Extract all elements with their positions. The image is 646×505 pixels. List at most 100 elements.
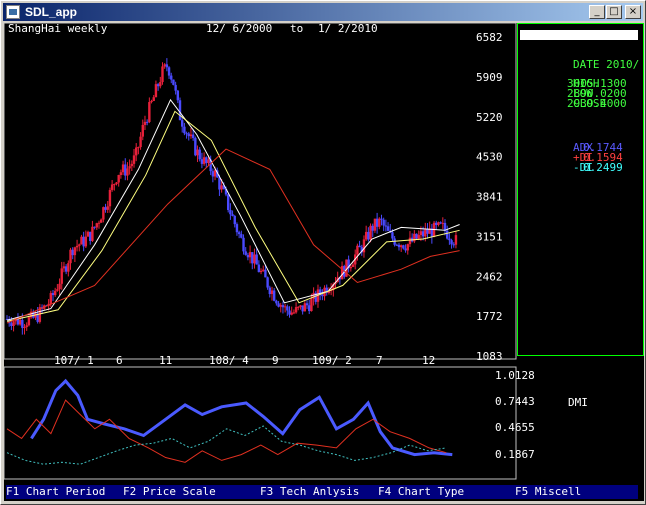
candle-body <box>58 283 61 290</box>
candle-body <box>187 133 190 137</box>
candle-body <box>137 147 140 149</box>
candle-body <box>439 222 442 224</box>
candle-body <box>104 207 107 210</box>
candle-body <box>91 226 94 241</box>
adx-row: ADX 0.1744 <box>520 131 623 164</box>
candle-body <box>235 224 239 233</box>
candle-body <box>248 252 252 258</box>
candle-body <box>226 194 230 210</box>
chart-screen[interactable]: ShangHai weekly 12/ 6/2000 to 1/ 2/2010 … <box>4 23 646 501</box>
x-tick-label: 6 <box>116 354 123 367</box>
chart-end-date: 1/ 2/2010 <box>318 23 378 35</box>
x-tick-label: 109/ 2 <box>312 354 352 367</box>
candle-body <box>21 319 24 328</box>
candle-body <box>25 325 28 328</box>
candle-body <box>71 249 74 256</box>
candle-body <box>183 126 186 134</box>
candle-body <box>12 321 15 326</box>
candle-body <box>308 305 311 312</box>
f3-tech-analysis[interactable]: F3 Tech Anlysis <box>260 485 360 498</box>
candle-body <box>430 228 434 237</box>
candle-body <box>364 231 368 240</box>
candle-body <box>450 240 453 245</box>
adx-label: ADX <box>572 141 593 154</box>
candle-body <box>321 294 324 297</box>
candle-body <box>406 244 409 251</box>
candle-body <box>95 223 98 228</box>
candle-body <box>97 222 101 224</box>
chart-to-label: to <box>290 23 303 35</box>
f1-chart-period[interactable]: F1 Chart Period <box>6 485 106 498</box>
candle-body <box>294 307 298 313</box>
title-bar[interactable]: SDL_app _ □ × <box>3 3 643 21</box>
candle-body <box>23 327 26 329</box>
close-button[interactable]: × <box>625 5 641 19</box>
candle-body <box>16 317 20 325</box>
candle-body <box>176 90 180 101</box>
dmi-series-line <box>6 425 447 465</box>
candle-body <box>148 102 151 122</box>
candle-body <box>419 231 423 235</box>
candle-body <box>181 120 184 127</box>
candle-body <box>130 163 134 167</box>
f5-miscell[interactable]: F5 Miscell <box>515 485 582 498</box>
candle-body <box>165 64 169 68</box>
candle-body <box>312 292 315 300</box>
candle-body <box>18 319 22 325</box>
low-label: LOW <box>572 87 593 100</box>
candle-body <box>78 244 81 246</box>
candle-body <box>143 121 147 125</box>
candle-body <box>220 185 223 190</box>
y-tick-label: 1772 <box>476 310 503 323</box>
price-plot: 6582 5909 5220 4530 3841 3151 2462 1772 1083 107/… <box>5 31 503 367</box>
candle-body <box>288 310 291 315</box>
f2-price-scale[interactable]: F2 Price Scale <box>123 485 216 498</box>
x-tick-label: 107/ 1 <box>54 354 94 367</box>
low-row: LOW 2890.0200 <box>520 77 627 110</box>
candle-body <box>268 287 271 295</box>
f4-chart-type[interactable]: F4 Chart Type <box>378 485 465 498</box>
candle-body <box>150 100 153 103</box>
candle-body <box>437 222 440 226</box>
candle-body <box>356 245 359 255</box>
candle-body <box>404 248 407 251</box>
candle-body <box>244 251 247 255</box>
candle-body <box>213 170 217 177</box>
minus-di-label: -DI <box>572 161 593 174</box>
candle-body <box>99 219 103 223</box>
candle-body <box>332 284 335 290</box>
moving-average-line <box>6 148 460 324</box>
dmi-series-line <box>30 378 453 457</box>
candle-body <box>314 292 317 302</box>
candle-body <box>60 268 63 284</box>
candle-body <box>395 244 399 246</box>
candle-body <box>139 136 142 148</box>
high-label: HIGH <box>572 77 600 90</box>
candle-body <box>448 238 451 241</box>
dmi-y-tick-label: 0.1867 <box>495 448 535 461</box>
candle-body <box>240 234 243 238</box>
candle-body <box>29 311 33 318</box>
candle-body <box>382 219 385 226</box>
dmi-label: DMI <box>568 396 588 409</box>
function-key-bar: F1 Chart Period F2 Price Scale F3 Tech A… <box>6 485 638 499</box>
maximize-button[interactable]: □ <box>606 5 622 19</box>
candle-body <box>222 185 226 190</box>
chart-canvas: ShangHai weekly 12/ 6/2000 to 1/ 2/2010 … <box>4 23 588 480</box>
candle-body <box>262 269 265 271</box>
candle-body <box>128 166 131 169</box>
dmi-y-tick-label: 0.4655 <box>495 421 535 434</box>
candle-body <box>402 245 405 249</box>
candle-body <box>253 254 256 264</box>
candle-body <box>375 218 379 227</box>
candle-body <box>156 84 160 87</box>
candle-body <box>163 64 166 67</box>
candle-body <box>178 100 182 121</box>
price-chart-border <box>4 23 517 360</box>
dmi-plot: 1.0128 0.7443 0.4655 0.1867 <box>6 369 535 465</box>
candle-body <box>380 218 383 220</box>
x-tick-label: 108/ 4 <box>209 354 249 367</box>
minimize-button[interactable]: _ <box>589 5 605 19</box>
candle-body <box>275 300 278 304</box>
candle-body <box>106 206 109 210</box>
